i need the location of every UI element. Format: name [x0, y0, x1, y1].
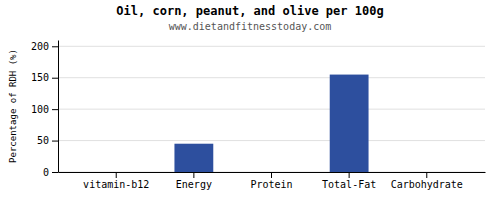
bar — [97, 172, 136, 173]
y-tick-mark — [52, 109, 58, 110]
grid-line — [58, 77, 485, 78]
title: Oil, corn, peanut, and olive per 100g — [116, 4, 383, 18]
y-tick: 100 — [31, 104, 58, 115]
x-axis: vitamin-b12 Energy Protein Total-Fat Carbohy… — [59, 172, 486, 190]
x-tick-mark — [349, 172, 350, 178]
x-tick-mark — [426, 172, 427, 178]
y-tick: 50 — [37, 135, 58, 146]
y-tick-mark — [52, 46, 58, 47]
x-tick-mark — [193, 172, 194, 178]
y-tick: 150 — [31, 72, 58, 83]
x-tick-label: Carbohydrate — [391, 179, 463, 190]
x-tick: Carbohydrate — [391, 172, 463, 190]
grid — [58, 46, 485, 172]
subtitle: www.dietandfitnesstoday.com — [169, 21, 332, 32]
y-tick-label: 0 — [43, 167, 49, 178]
x-tick-label: Protein — [250, 179, 292, 190]
bar — [407, 172, 446, 173]
grid-line — [58, 46, 485, 47]
chart-container: vitamin-b12 Energy Protein Total-Fat Carbohy… — [0, 0, 500, 200]
y-tick-label: 200 — [31, 41, 49, 52]
y-tick-label: 150 — [31, 72, 49, 83]
y-tick-label: 100 — [31, 104, 49, 115]
y-axis-title: Percentage of RDH (%) — [8, 49, 18, 163]
y-tick: 0 — [43, 167, 58, 178]
x-tick-label: Energy — [176, 179, 212, 190]
chart-svg: vitamin-b12 Energy Protein Total-Fat Carbohy… — [0, 0, 500, 200]
bar — [330, 75, 369, 172]
x-tick-mark — [116, 172, 117, 178]
grid-line — [58, 140, 485, 141]
x-tick: Total-Fat — [322, 172, 376, 190]
x-tick-label: Total-Fat — [322, 179, 376, 190]
x-tick: Energy — [176, 172, 212, 190]
bar — [174, 144, 213, 172]
x-tick-mark — [271, 172, 272, 178]
x-tick-label: vitamin-b12 — [83, 179, 149, 190]
y-tick-mark — [52, 78, 58, 79]
x-tick: vitamin-b12 — [83, 172, 149, 190]
y-tick-mark — [52, 172, 58, 173]
grid-line — [58, 109, 485, 110]
y-axis-line — [58, 41, 59, 173]
bar — [252, 172, 291, 173]
x-tick: Protein — [250, 172, 292, 190]
bars — [174, 75, 368, 172]
y-tick-mark — [52, 141, 58, 142]
y-tick: 200 — [31, 41, 58, 52]
y-tick-label: 50 — [37, 135, 49, 146]
y-axis: 0 50 100 150 200 — [31, 41, 59, 178]
